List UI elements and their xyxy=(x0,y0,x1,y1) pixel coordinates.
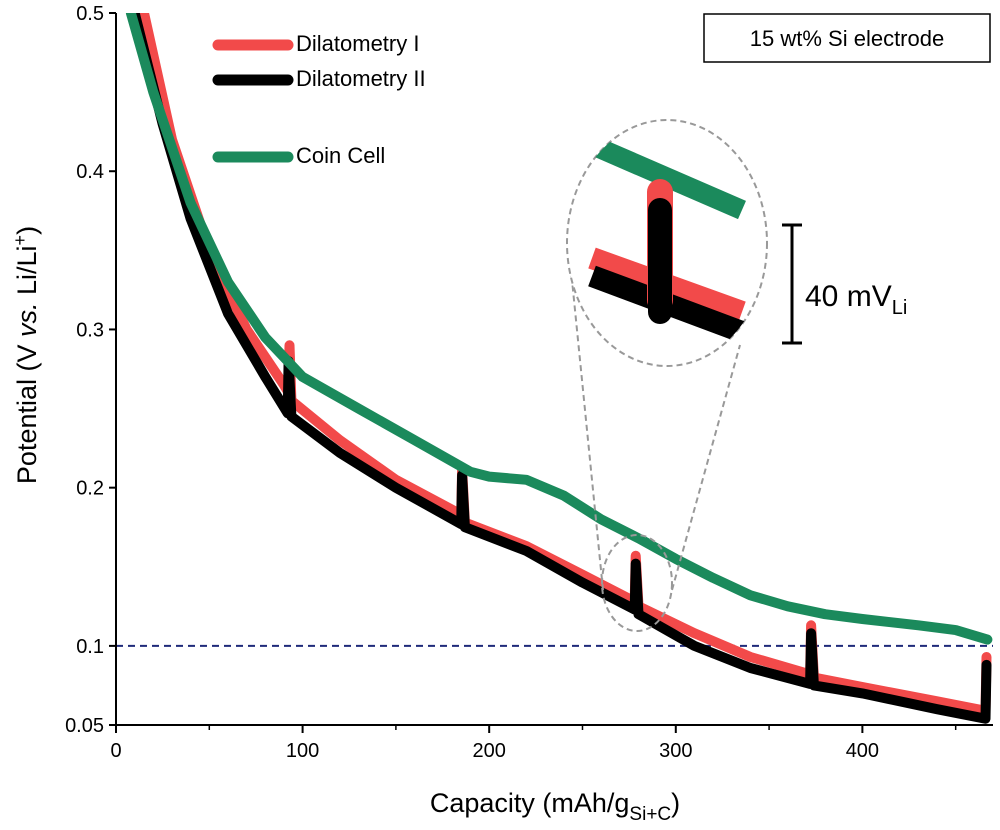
zoom-region xyxy=(601,534,673,632)
y-tick-label: 0.3 xyxy=(76,319,104,341)
legend-label: Dilatometry I xyxy=(296,31,419,56)
y-label-italic: vs. xyxy=(12,302,42,337)
x-label-main: Capacity (mAh/g xyxy=(430,788,630,818)
x-label-end: ) xyxy=(671,788,680,818)
series-line xyxy=(129,13,992,724)
y-tick-label: 0.1 xyxy=(76,636,104,658)
inset-line xyxy=(588,135,746,220)
inset: 40 mVLi xyxy=(566,119,907,632)
x-tick-label: 200 xyxy=(473,740,506,762)
legend-label: Coin Cell xyxy=(296,143,385,168)
x-label-sub: Si+C xyxy=(629,804,671,825)
x-axis-label: Capacity (mAh/gSi+C) xyxy=(430,788,680,825)
scale-label-main: 40 mV xyxy=(805,280,892,313)
y-tick-label: 0.5 xyxy=(76,3,104,25)
inset-content xyxy=(588,135,746,343)
legend-label: Dilatometry II xyxy=(296,66,426,91)
y-axis-label: Potential (V vs. Li/Li+) xyxy=(10,226,42,484)
y-tick-label: 0.2 xyxy=(76,478,104,500)
y-label-end: ) xyxy=(12,226,42,235)
x-tick-label: 100 xyxy=(286,740,319,762)
y-label-sup: + xyxy=(10,235,30,246)
data-layer xyxy=(125,13,993,724)
tick-layer: 0.05 0.1 0.2 0.3 0.4 0.5 0 100 200 300 400 xyxy=(65,3,957,762)
legend: Dilatometry I Dilatometry II Coin Cell xyxy=(212,31,426,168)
scale-label-sub: Li xyxy=(892,297,908,319)
annotation-box xyxy=(703,13,991,63)
zoom-connector xyxy=(569,259,604,591)
x-tick-label: 0 xyxy=(110,740,121,762)
annotation: 15 wt% Si electrode xyxy=(750,26,944,51)
scale-label: 40 mVLi xyxy=(805,280,907,319)
x-tick-label: 300 xyxy=(659,740,692,762)
y-label-main: Potential (V xyxy=(12,337,42,484)
x-tick-label: 400 xyxy=(846,740,879,762)
series-line xyxy=(139,13,992,716)
y-tick-label: 0.05 xyxy=(65,715,104,737)
y-tick-label: 0.4 xyxy=(76,161,104,183)
series-line xyxy=(125,13,993,645)
y-label-rest: Li/Li xyxy=(12,245,42,302)
zoom-connector xyxy=(671,344,741,591)
